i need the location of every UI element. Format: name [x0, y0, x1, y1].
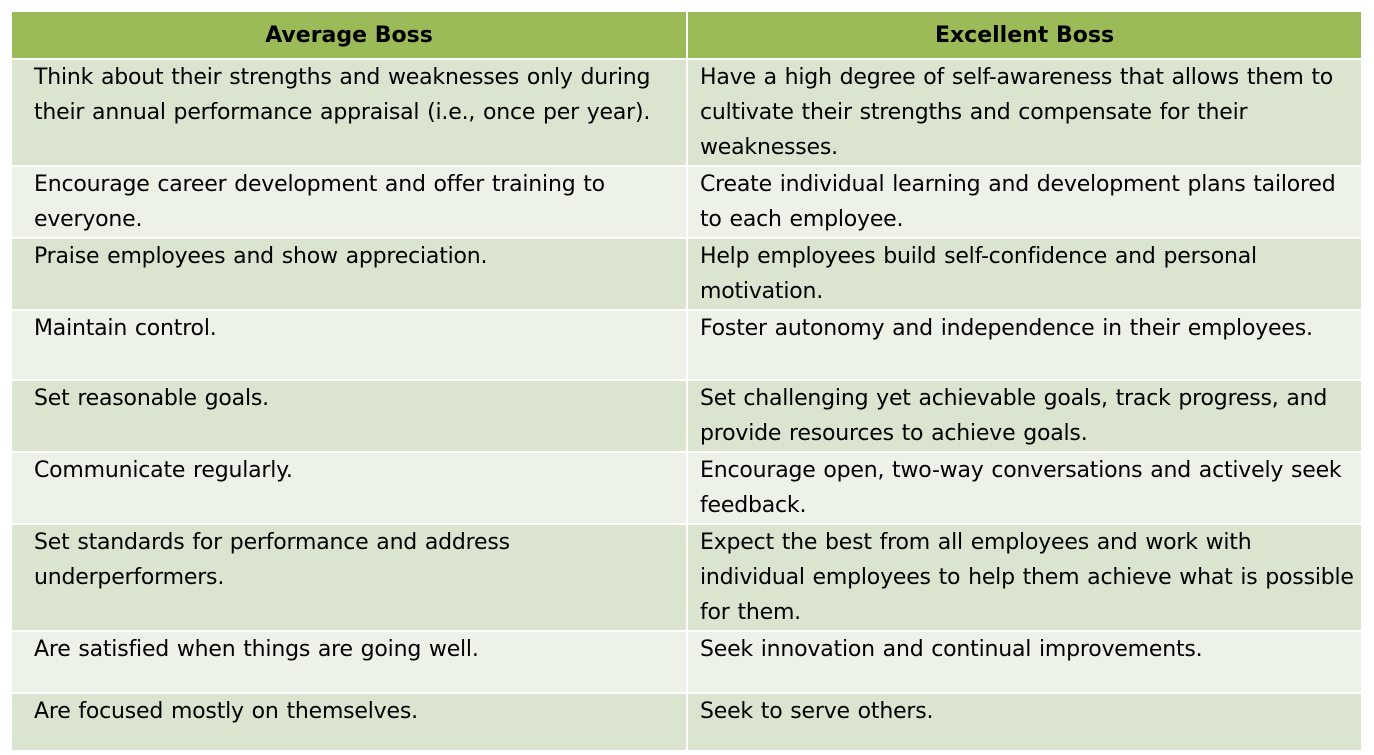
excellent-boss-cell: Set challenging yet achievable goals, tr…: [687, 380, 1361, 453]
excellent-boss-cell: Have a high degree of self-awareness tha…: [687, 59, 1361, 167]
table-row: Are satisfied when things are going well…: [12, 631, 1361, 694]
average-boss-cell: Praise employees and show appreciation.: [12, 238, 688, 311]
column-header-average-boss: Average Boss: [12, 12, 688, 60]
average-boss-cell: Set standards for performance and addres…: [12, 524, 688, 632]
comparison-table-container: Average Boss Excellent Boss Think about …: [12, 12, 1361, 752]
average-boss-cell: Communicate regularly.: [12, 452, 688, 525]
table-header-row: Average Boss Excellent Boss: [12, 12, 1361, 60]
table-row: Set standards for performance and addres…: [12, 524, 1361, 632]
excellent-boss-cell: Encourage open, two-way conversations an…: [687, 452, 1361, 525]
average-boss-cell: Think about their strengths and weakness…: [12, 59, 688, 167]
table-row: Encourage career development and offer t…: [12, 166, 1361, 239]
table-row: Think about their strengths and weakness…: [12, 59, 1361, 167]
table-row: Praise employees and show appreciation. …: [12, 238, 1361, 311]
table-row: Are focused mostly on themselves. Seek t…: [12, 693, 1361, 752]
excellent-boss-cell: Expect the best from all employees and w…: [687, 524, 1361, 632]
table-row: Set reasonable goals. Set challenging ye…: [12, 380, 1361, 453]
average-boss-cell: Are satisfied when things are going well…: [12, 631, 688, 694]
table-row: Maintain control. Foster autonomy and in…: [12, 310, 1361, 381]
average-boss-cell: Set reasonable goals.: [12, 380, 688, 453]
average-boss-cell: Are focused mostly on themselves.: [12, 693, 688, 752]
table-row: Communicate regularly. Encourage open, t…: [12, 452, 1361, 525]
excellent-boss-cell: Seek to serve others.: [687, 693, 1361, 752]
boss-comparison-table: Average Boss Excellent Boss Think about …: [12, 12, 1361, 752]
excellent-boss-cell: Foster autonomy and independence in thei…: [687, 310, 1361, 381]
excellent-boss-cell: Help employees build self-confidence and…: [687, 238, 1361, 311]
excellent-boss-cell: Seek innovation and continual improvemen…: [687, 631, 1361, 694]
column-header-excellent-boss: Excellent Boss: [687, 12, 1361, 60]
excellent-boss-cell: Create individual learning and developme…: [687, 166, 1361, 239]
average-boss-cell: Encourage career development and offer t…: [12, 166, 688, 239]
average-boss-cell: Maintain control.: [12, 310, 688, 381]
